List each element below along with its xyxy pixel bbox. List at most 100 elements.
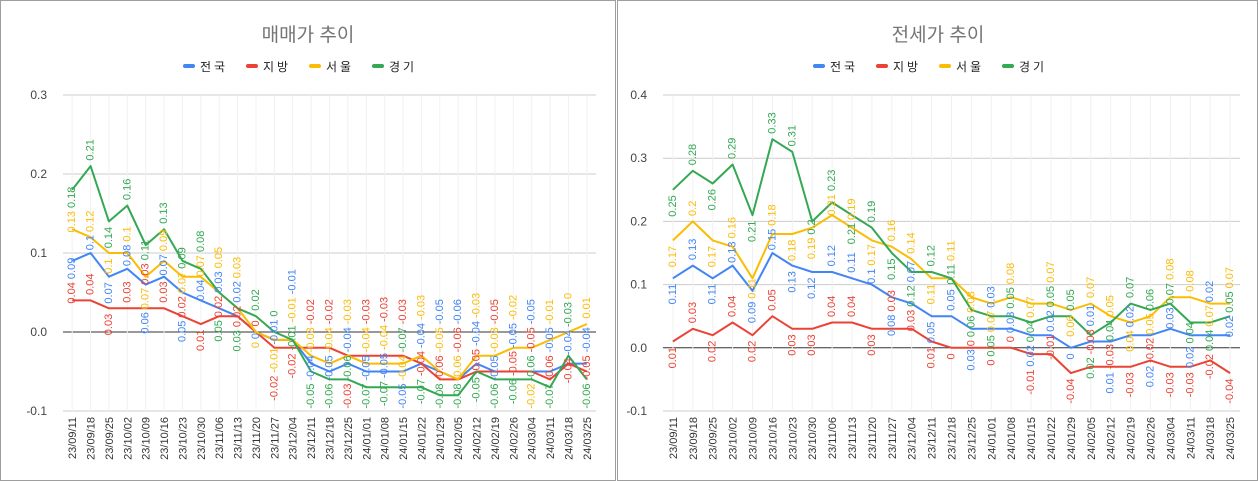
data-label: 0.03 (985, 286, 997, 307)
legend-swatch-1 (246, 64, 258, 68)
data-label: -0.04 (324, 327, 336, 352)
data-label: -0.05 (434, 327, 446, 352)
data-label: 0.05 (946, 289, 958, 310)
data-label: 0.09 (177, 247, 189, 268)
y-tick-label: 0.1 (30, 246, 47, 260)
data-label: -0.03 (1105, 344, 1117, 369)
data-label: 0.18 (66, 187, 78, 208)
data-label: -0.02 (268, 376, 280, 401)
x-tick-label: 24/02/26 (508, 417, 520, 460)
data-label: -0.03 (360, 299, 372, 324)
data-label: 0.04 (727, 296, 739, 317)
data-label: -0.01 (1025, 370, 1037, 395)
data-label: -0.02 (324, 299, 336, 324)
data-label: -0.06 (324, 383, 336, 408)
data-label: 0.23 (826, 170, 838, 191)
data-label: -0.05 (471, 377, 483, 402)
data-label: 0.04 (1025, 321, 1037, 342)
x-tick-label: 24/01/01 (986, 417, 998, 460)
data-label: -0.06 (544, 355, 556, 380)
data-label: 0.03 (786, 334, 798, 355)
data-label: 0.08 (1005, 263, 1017, 284)
data-label: -0.05 (544, 327, 556, 352)
legend-label-1: 지방 (893, 60, 921, 74)
data-label: -0.06 (342, 355, 354, 380)
data-label: -0.05 (526, 299, 538, 324)
legend-swatch-2 (309, 64, 321, 68)
data-label: -0.05 (526, 327, 538, 352)
data-label: 0.07 (1204, 305, 1216, 326)
data-label: 0.03 (213, 271, 225, 292)
x-tick-label: 24/02/19 (1126, 417, 1138, 460)
data-label: 0.12 (826, 245, 838, 266)
data-label: 0.08 (965, 291, 977, 312)
data-label: -0.06 (452, 327, 464, 352)
data-label: 0.16 (886, 220, 898, 241)
data-label: -0.04 (342, 327, 354, 352)
data-label: 0.01 (1085, 305, 1097, 326)
data-label: 0.08 (1164, 258, 1176, 279)
data-label: 0.11 (707, 284, 719, 305)
x-tick-label: 23/12/11 (927, 417, 939, 459)
data-label: 0.13 (687, 239, 699, 260)
data-label: -0.04 (415, 351, 427, 376)
x-tick-label: 23/10/30 (807, 417, 819, 460)
data-label: 0.15 (766, 229, 778, 250)
data-label: -0.08 (452, 383, 464, 408)
x-tick-label: 23/10/02 (728, 417, 740, 460)
data-label: -0.01 (287, 325, 299, 350)
x-tick-label: 24/03/18 (563, 417, 575, 460)
x-tick-label: 24/01/01 (361, 417, 373, 460)
data-label: 0.2 (687, 201, 699, 216)
data-label: 0 (250, 342, 262, 348)
x-tick-label: 24/03/04 (1165, 417, 1177, 460)
data-label: 0 (250, 333, 262, 339)
y-tick-label: 0.4 (630, 88, 647, 102)
x-tick-label: 23/09/25 (104, 417, 116, 460)
y-tick-label: 0.3 (30, 88, 47, 102)
x-tick-label: 23/12/25 (343, 417, 355, 460)
data-label: 0.08 (121, 245, 133, 266)
data-label: 0.33 (766, 112, 778, 133)
x-tick-label: 24/02/12 (1106, 417, 1118, 460)
x-tick-label: 23/10/23 (787, 417, 799, 460)
data-label: 0.19 (846, 198, 858, 219)
data-label: 0.07 (177, 272, 189, 293)
data-label: -0.07 (544, 383, 556, 408)
data-label: 0.04 (1204, 330, 1216, 351)
data-label: -0.04 (1224, 379, 1236, 404)
data-label: 0.04 (66, 282, 78, 303)
x-tick-label: 23/09/11 (67, 417, 79, 459)
y-tick-label: 0.3 (630, 151, 647, 165)
data-label: 0.21 (826, 194, 838, 215)
x-tick-label: 23/10/16 (767, 417, 779, 460)
data-label: -0.07 (415, 379, 427, 404)
data-label: 0.02 (250, 289, 262, 310)
data-label: 0.07 (1045, 261, 1057, 282)
data-label: -0.02 (1204, 354, 1216, 379)
data-label: 0.13 (786, 271, 798, 292)
x-tick-label: 24/03/11 (1185, 417, 1197, 459)
data-label: -0.07 (379, 381, 391, 406)
data-label: -0.03 (305, 327, 317, 352)
data-label: -0.05 (489, 355, 501, 380)
data-label: 0.13 (66, 211, 78, 232)
data-label: -0.05 (397, 383, 409, 408)
data-label: 0.02 (232, 306, 244, 327)
data-label: 0.04 (85, 273, 97, 294)
x-tick-label: 24/03/25 (1225, 417, 1237, 460)
data-label: 0.03 (886, 290, 898, 311)
x-tick-label: 23/10/23 (177, 417, 189, 460)
y-tick-label: 0.2 (630, 214, 647, 228)
data-label: -0.03 (471, 293, 483, 318)
data-label: 0.01 (926, 347, 938, 368)
data-label: 0.05 (1005, 287, 1017, 308)
data-label: -0.01 (268, 320, 280, 345)
data-label: 0.03 (906, 310, 918, 331)
data-label: -0.04 (581, 327, 593, 352)
data-label: 0.03 (121, 281, 133, 302)
data-label: 0.1 (85, 235, 97, 250)
